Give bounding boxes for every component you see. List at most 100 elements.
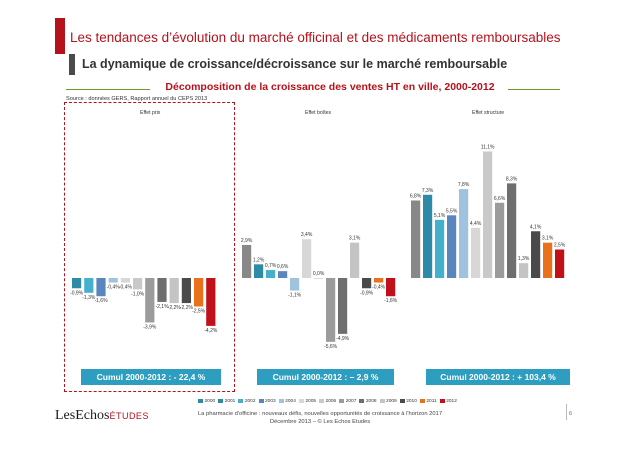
legend-item-2009: 2009 [379,398,397,404]
legend-item-2004: 2004 [278,398,296,404]
bar-label-2-5: 4,4% [470,221,482,227]
legend-label-2000: 2000 [204,398,216,404]
bar-label-2-3: 5,5% [446,208,458,214]
bar-label-1-8: -4,9% [336,336,350,342]
cumul-effet-boites: Cumul 2000-2012 : – 2,9 % [257,369,394,385]
footer-note: La pharmacie d'officine : nouveaux défis… [190,410,450,426]
bar-effet-prix-6 [145,278,155,323]
bar-effet-structure-5 [471,227,481,278]
page-subtitle: La dynamique de croissance/décroissance … [82,57,508,71]
bar-effet-structure-4 [459,189,469,278]
bar-effet-structure-11 [543,242,553,278]
bar-effet-prix-3 [108,278,118,283]
bar-label-0-3: -0,4% [107,285,121,291]
page-number-rule [566,404,567,420]
legend-swatch-2008 [359,399,365,403]
bar-effet-structure-6 [483,151,493,278]
legend-label-2011: 2011 [426,398,437,404]
legend-label-2009: 2009 [386,398,397,404]
chart-title: Décomposition de la croissance des vente… [165,81,495,93]
legend-swatch-2012 [439,399,445,403]
bar-effet-bo-tes-12 [386,278,396,297]
title-rule-right [508,89,560,90]
legend-label-2012: 2012 [446,398,457,404]
legend-item-2006: 2006 [319,399,336,404]
bar-label-1-10: -0,9% [360,290,374,296]
legend-swatch-2005 [298,399,304,403]
panel-label-effet-boites: Effet boîtes [305,110,332,116]
bar-effet-bo-tes-3 [278,271,288,278]
legend-swatch-2004 [278,399,284,403]
bar-label-0-5: -1,0% [131,291,145,297]
legend-label-2006: 2006 [325,398,337,404]
legend-item-2000: 2000 [198,399,215,404]
legend-label-2010: 2010 [406,398,417,404]
legend-swatch-2011 [419,399,425,403]
bar-effet-structure-7 [495,202,505,278]
bar-label-2-4: 7,8% [458,182,470,188]
title-rule-left [66,89,150,90]
bar-effet-prix-2 [96,278,106,297]
legend-swatch-2000 [198,399,203,403]
bar-label-1-1: 1,2% [253,257,265,263]
bar-label-1-4: -1,1% [288,293,302,299]
bar-label-1-6: 0,0% [313,271,325,277]
bar-label-2-7: 6,6% [494,196,506,202]
bar-effet-bo-tes-6 [314,278,324,279]
bar-label-0-8: -2,2% [168,305,182,311]
bar-effet-bo-tes-11 [374,278,384,283]
bar-label-1-0: 2,9% [241,238,253,244]
legend-swatch-2006 [319,399,325,403]
cumul-effet-prix: Cumul 2000-2012 : - 22,4 % [81,369,221,385]
bar-effet-structure-0 [411,200,421,278]
bar-effet-structure-10 [531,231,541,278]
legend-label-2004: 2004 [285,398,296,404]
bar-effet-bo-tes-10 [362,278,372,289]
legend-swatch-2003 [258,399,264,403]
legend-label-2008: 2008 [365,398,377,404]
bar-effet-prix-10 [194,278,204,307]
legend-item-2001: 2001 [218,399,235,404]
bar-label-2-1: 7,3% [422,188,434,194]
bar-effet-bo-tes-0 [242,244,252,278]
bar-effet-prix-7 [157,278,167,302]
bar-effet-prix-0 [72,278,82,289]
bar-label-1-12: -1,6% [384,298,398,304]
bar-effet-bo-tes-7 [326,278,336,342]
legend-item-2003: 2003 [258,398,276,404]
bar-label-0-6: -3,9% [143,324,157,330]
legend-swatch-2009 [379,399,385,403]
bar-effet-structure-9 [519,263,529,278]
bar-effet-structure-3 [447,215,457,278]
header-accent-bar [55,18,65,54]
legend-item-2005: 2005 [298,399,316,404]
bar-label-0-9: -2,2% [180,305,194,311]
bar-label-1-7: -5,6% [324,344,338,350]
bar-label-1-5: 3,4% [301,232,313,238]
bar-label-2-6: 11,1% [481,144,495,150]
legend-label-2002: 2002 [244,398,256,404]
bar-effet-prix-9 [181,278,191,304]
legend-item-2010: 2010 [399,398,417,404]
bar-label-2-8: 8,3% [506,176,518,182]
bar-effet-prix-4 [120,278,130,283]
bar-label-0-2: -1,6% [94,298,108,304]
legend-swatch-2002 [238,399,244,403]
legend-label-2003: 2003 [265,398,276,404]
bar-label-1-11: -0,4% [372,285,386,291]
legend-swatch-2001 [218,399,224,403]
panel-label-effet-prix: Effet prix [140,110,161,116]
bar-effet-structure-12 [555,249,565,278]
bar-effet-structure-2 [435,219,445,278]
bar-effet-structure-1 [423,194,433,278]
bar-effet-bo-tes-4 [290,278,300,291]
bar-label-1-3: 0,6% [277,264,289,270]
bar-label-2-12: 2,5% [554,243,566,249]
legend-item-2002: 2002 [238,398,256,404]
bar-effet-prix-11 [206,278,216,326]
bar-effet-bo-tes-1 [254,264,264,278]
bar-effet-prix-8 [169,278,179,304]
legend-item-2011: 2011 [419,398,437,404]
legend-item-2008: 2008 [359,398,377,404]
